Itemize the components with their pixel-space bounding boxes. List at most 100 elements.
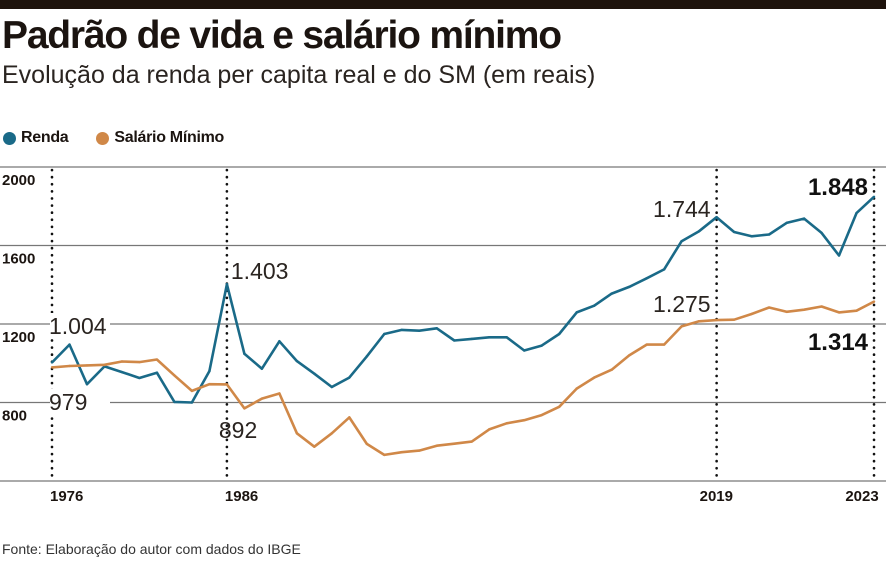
data-point xyxy=(225,282,229,286)
data-point xyxy=(610,292,613,295)
x-tick-label: 1976 xyxy=(50,488,83,505)
data-point xyxy=(435,327,438,330)
legend-swatch-renda xyxy=(3,131,16,145)
legend-label-salario: Salário Mínimo xyxy=(114,129,225,146)
data-point xyxy=(592,376,596,379)
data-point xyxy=(120,360,124,363)
data-point xyxy=(383,453,386,457)
data-point xyxy=(313,445,316,448)
data-point xyxy=(155,358,159,361)
data-point xyxy=(295,359,299,363)
label-background xyxy=(50,389,110,415)
data-point xyxy=(138,376,141,380)
data-point xyxy=(155,371,159,374)
data-point xyxy=(278,340,281,343)
x-tick-label: 2019 xyxy=(700,488,733,505)
data-point xyxy=(715,318,718,322)
y-tick-label: 800 xyxy=(2,408,27,425)
data-point xyxy=(802,308,806,311)
data-point xyxy=(120,370,124,374)
y-tick-label: 1200 xyxy=(2,329,35,346)
data-label: 1.848 xyxy=(808,174,868,201)
data-point xyxy=(523,349,526,352)
data-point xyxy=(260,397,264,400)
data-point xyxy=(872,300,876,303)
data-point xyxy=(575,387,578,390)
series-line-salario-minimo xyxy=(51,300,875,457)
data-point xyxy=(243,407,246,410)
data-point xyxy=(697,320,701,323)
data-point xyxy=(400,450,403,454)
chart-title: Padrão de vida e salário mínimo xyxy=(2,14,562,57)
data-point xyxy=(365,442,369,446)
legend-item-salario: Salário Mínimo xyxy=(96,129,224,147)
data-point xyxy=(313,372,316,375)
data-point xyxy=(662,343,666,346)
data-point xyxy=(540,413,543,417)
data-point xyxy=(820,305,823,308)
legend-item-renda: Renda xyxy=(3,129,69,147)
data-point xyxy=(278,392,281,395)
data-point xyxy=(767,306,771,309)
data-point xyxy=(662,268,666,271)
data-point xyxy=(680,325,683,328)
data-point xyxy=(820,231,823,235)
data-point xyxy=(837,254,841,257)
data-point xyxy=(383,332,386,336)
data-point xyxy=(243,352,246,356)
chart-subtitle: Evolução da renda per capita real e do S… xyxy=(2,61,596,89)
data-point xyxy=(802,217,806,220)
data-point xyxy=(505,336,508,339)
data-point xyxy=(190,401,194,404)
data-point xyxy=(68,364,71,368)
data-point xyxy=(785,221,788,225)
data-point xyxy=(85,364,89,367)
y-tick-label: 2000 xyxy=(2,172,35,189)
data-label: 1.744 xyxy=(653,196,711,222)
data-point xyxy=(575,311,578,314)
data-point xyxy=(348,416,351,419)
x-tick-label: 1986 xyxy=(225,488,258,505)
data-label: 1.004 xyxy=(49,313,107,339)
y-tick-label: 1600 xyxy=(2,251,35,268)
legend-label-renda: Renda xyxy=(21,129,69,146)
data-point xyxy=(732,318,736,321)
data-point xyxy=(540,344,543,347)
data-point xyxy=(488,336,491,339)
data-point xyxy=(767,233,771,236)
data-point xyxy=(592,304,596,307)
data-point xyxy=(523,418,526,422)
data-point xyxy=(103,363,106,367)
data-point xyxy=(400,328,403,332)
data-point xyxy=(837,311,841,314)
data-point xyxy=(470,440,473,443)
legend: Renda Salário Mínimo xyxy=(3,129,252,147)
data-label: 1.314 xyxy=(808,329,869,356)
data-point xyxy=(418,329,421,332)
source-note: Fonte: Elaboração do autor com dados do … xyxy=(2,541,301,557)
data-point xyxy=(470,337,473,341)
data-point xyxy=(453,339,456,342)
data-label: 1.275 xyxy=(653,291,711,317)
data-point xyxy=(435,444,438,447)
data-point xyxy=(85,383,89,386)
data-point xyxy=(225,383,229,386)
data-point xyxy=(68,343,71,346)
legend-swatch-salario xyxy=(96,131,110,145)
top-bar xyxy=(0,0,886,9)
data-point xyxy=(750,312,753,316)
data-point xyxy=(627,354,631,357)
data-point xyxy=(855,309,858,312)
data-point xyxy=(173,400,176,404)
data-point xyxy=(855,211,858,215)
data-point xyxy=(208,383,211,386)
data-point xyxy=(173,374,176,377)
data-point xyxy=(348,376,351,379)
data-point xyxy=(732,230,736,234)
data-point xyxy=(872,195,876,199)
data-point xyxy=(645,343,648,346)
data-point xyxy=(715,216,718,219)
data-point xyxy=(558,405,561,409)
data-point xyxy=(645,277,648,280)
data-point xyxy=(295,432,299,435)
